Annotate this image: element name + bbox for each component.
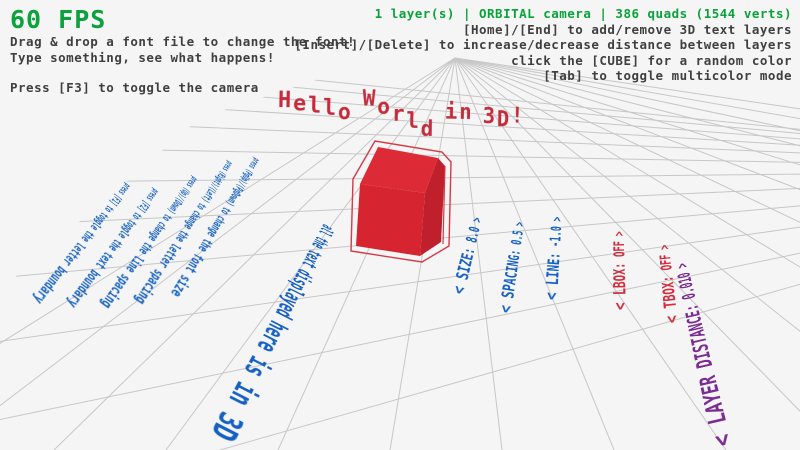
- hint-toggle-camera: Press [F3] to toggle the camera: [10, 80, 259, 95]
- cube-side-face: [420, 158, 445, 256]
- hud-right: 1 layer(s) | ORBITAL camera | 386 quads …: [294, 6, 792, 84]
- fps-counter: 60 FPS: [10, 5, 107, 34]
- hello-letter: d: [420, 117, 436, 142]
- hello-letter: !: [510, 104, 526, 129]
- hello-letter: n: [459, 100, 474, 125]
- hello-letter: l: [406, 109, 422, 134]
- status-bar: 1 layer(s) | ORBITAL camera | 386 quads …: [374, 6, 792, 21]
- hello-letter: [435, 91, 445, 116]
- hello-letter: D: [496, 107, 512, 133]
- cube-outline: [350, 140, 452, 263]
- cube[interactable]: [350, 140, 452, 263]
- hello-letter: o: [377, 94, 393, 120]
- hint-multicolor: [Tab] to toggle multicolor mode: [543, 68, 792, 83]
- hint-cube-color: click the [CUBE] for a random color: [511, 52, 792, 68]
- hint-type: Type something, see what happens!: [10, 49, 275, 65]
- hello-letter: [474, 92, 484, 116]
- cube-front-face: [356, 184, 425, 256]
- hud-left: 60 FPS Drag & drop a font file to change…: [10, 6, 355, 96]
- hello-letter: 3: [482, 104, 498, 130]
- hello-letter: W: [362, 86, 378, 112]
- hello-letter: i: [444, 100, 460, 125]
- cube-outline-edge: [442, 165, 446, 245]
- hello-letter: o: [337, 100, 353, 126]
- hint-drag-drop: Drag & drop a font file to change the fo…: [10, 34, 356, 49]
- hello-letter: r: [391, 102, 407, 127]
- hello-letter: l: [307, 93, 324, 119]
- label-lbox-text: < LBOX: OFF >: [610, 231, 631, 311]
- hint-layers: [Home]/[End] to add/remove 3D text layer…: [462, 21, 792, 37]
- cube-top-face: [360, 147, 438, 193]
- hint-layer-distance: [Insert]/[Delete] to increase/decrease d…: [294, 37, 792, 52]
- hello-letter: l: [322, 95, 339, 121]
